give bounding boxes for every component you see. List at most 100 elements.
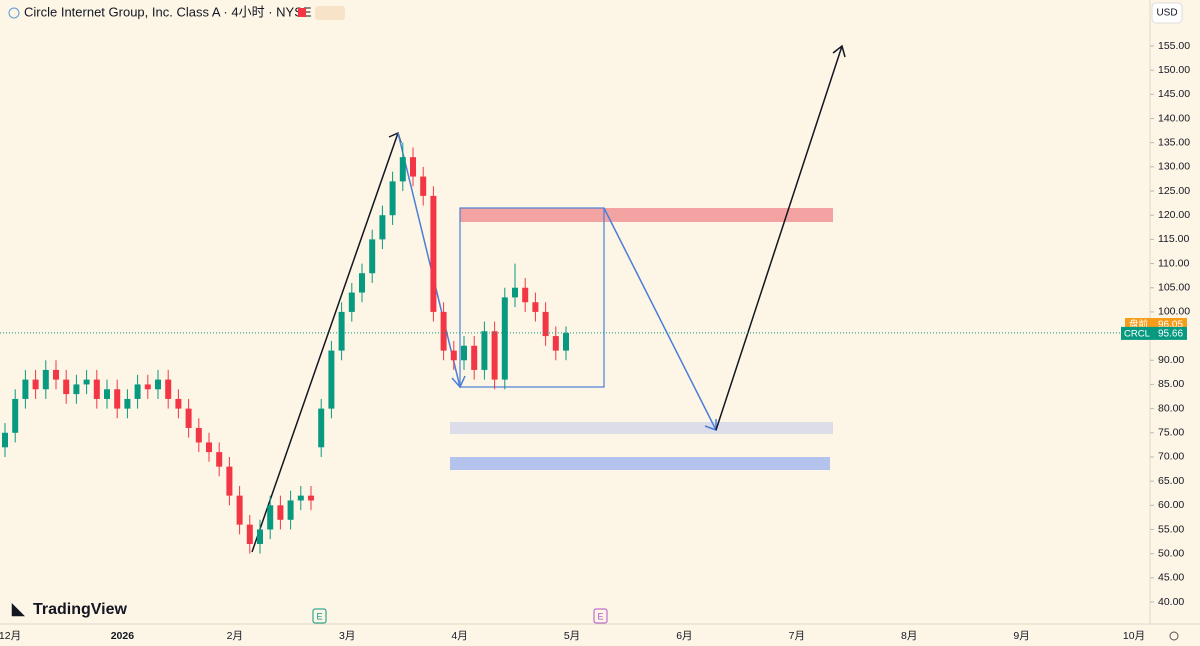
candle-body [348, 292, 355, 312]
candle-body [542, 311, 549, 337]
x-tick-label: 8月 [901, 630, 917, 642]
currency-button[interactable] [1151, 2, 1183, 24]
symbol-label: CRCL [1124, 328, 1150, 339]
candle-body [134, 384, 141, 399]
earnings-label[interactable]: E [597, 611, 603, 621]
y-tick-label: 70.00 [1158, 451, 1184, 463]
candle-body [216, 452, 223, 467]
candle-body [93, 379, 100, 399]
candle-body [410, 157, 416, 177]
y-tick-label: 115.00 [1158, 233, 1189, 245]
candle-body [420, 176, 427, 196]
candle-body [32, 379, 39, 390]
trend-line [603, 207, 717, 431]
candle-body [277, 505, 284, 520]
candle-body [481, 331, 488, 370]
candle-body [12, 398, 19, 433]
y-tick-label: 150.00 [1158, 64, 1190, 76]
x-tick-label: 12月 [0, 630, 21, 642]
y-tick-label: 130.00 [1158, 161, 1190, 173]
candle-body [257, 529, 263, 544]
logo-icon [8, 7, 20, 19]
y-tick-label: 85.00 [1158, 378, 1184, 390]
earnings-marker[interactable] [312, 608, 327, 624]
y-tick-label: 105.00 [1158, 282, 1190, 294]
trend-line [397, 132, 461, 388]
candle-body [491, 331, 498, 380]
y-tick-label: 125.00 [1158, 185, 1190, 197]
y-tick-label: 60.00 [1158, 499, 1184, 511]
candle-body [359, 273, 365, 293]
currency[interactable]: USD [1156, 8, 1177, 19]
range-box [459, 207, 605, 388]
candle-body [175, 398, 182, 409]
candle-body [63, 379, 70, 395]
candle-body [450, 350, 457, 361]
candle-body [53, 369, 59, 380]
candle-body [155, 379, 161, 390]
y-tick-label: 50.00 [1158, 547, 1184, 559]
x-tick-label: 2026 [111, 630, 135, 642]
candle-body [318, 408, 325, 448]
brand-mark: ◣ [11, 601, 26, 618]
candle-body [552, 336, 559, 351]
candle-body [83, 379, 90, 385]
candle-body [124, 398, 131, 409]
x-tick-label: 10月 [1123, 630, 1145, 642]
candle-body [440, 311, 447, 351]
earnings-marker[interactable] [593, 608, 608, 624]
trend-line [715, 45, 843, 431]
settings-icon[interactable] [1169, 631, 1179, 641]
y-tick-label: 75.00 [1158, 427, 1184, 439]
candle-body [328, 350, 335, 409]
y-tick-label: 110.00 [1158, 257, 1189, 269]
candle-body [42, 369, 49, 390]
candle-body [206, 442, 212, 453]
candle-body [246, 524, 253, 544]
candle-body [2, 432, 8, 448]
candle-body [338, 311, 345, 351]
drawings [251, 44, 846, 553]
candle-body [195, 427, 202, 443]
support-zone [450, 422, 833, 434]
candle-body [308, 495, 314, 501]
last-price-tag [1121, 326, 1187, 340]
y-tick-label: 55.00 [1158, 523, 1184, 535]
candle-body [236, 495, 243, 525]
y-tick-label: 65.00 [1158, 475, 1184, 487]
candle-body [522, 287, 529, 303]
y-tick-label: 120.00 [1158, 209, 1190, 221]
x-tick-label: 2月 [227, 630, 243, 642]
candle-body [430, 195, 437, 312]
candle-body [389, 181, 396, 216]
earnings-label[interactable]: E [316, 611, 322, 621]
candle-body [73, 384, 80, 395]
premarket-value: 96.05 [1158, 320, 1183, 331]
candle-body [104, 389, 110, 399]
arrow-head [451, 375, 466, 389]
y-tick-label: 100.00 [1158, 306, 1190, 318]
last-price-value: 95.66 [1158, 329, 1183, 340]
candle-body [22, 379, 29, 399]
y-tick-label: 145.00 [1158, 88, 1190, 100]
arrow-head [832, 44, 846, 58]
y-tick-label: 135.00 [1158, 136, 1190, 148]
candle-body [399, 157, 406, 182]
y-tick-label: 155.00 [1158, 40, 1190, 52]
candle-body [165, 379, 172, 399]
x-tick-label: 9月 [1013, 630, 1029, 642]
candle-body [461, 345, 467, 361]
supply-zone [460, 208, 833, 222]
y-tick-label: 140.00 [1158, 112, 1190, 124]
candle-body [144, 384, 151, 390]
candle-body [369, 239, 376, 274]
candle-body [563, 332, 569, 351]
candle-body [297, 495, 304, 501]
candle-body [379, 215, 386, 240]
candle-body [267, 505, 274, 530]
x-tick-label: 3月 [339, 630, 355, 642]
candle-body [512, 287, 518, 298]
y-tick-label: 80.00 [1158, 402, 1184, 414]
y-tick-label: 90.00 [1158, 354, 1184, 366]
